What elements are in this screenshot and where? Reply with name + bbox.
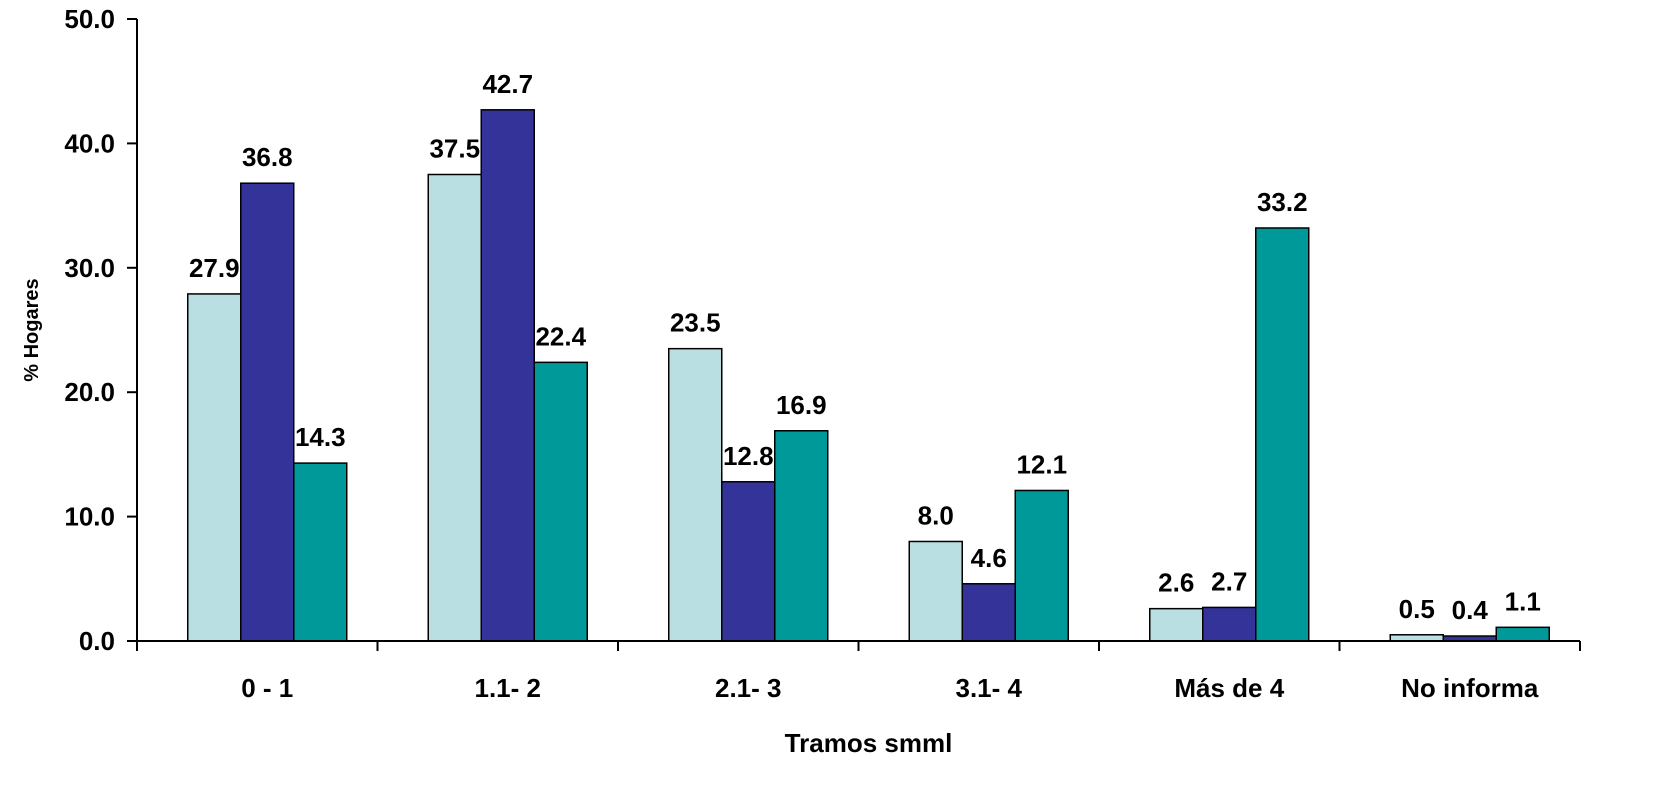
bar [721,481,776,642]
bar [1255,227,1310,642]
bar [908,540,963,642]
x-tick-label: 1.1- 2 [475,673,542,703]
y-tick-label: 40.0 [64,128,115,158]
bar [668,347,723,642]
data-label: 16.9 [776,390,827,420]
y-tick-label: 50.0 [64,4,115,34]
data-label: 0.5 [1399,594,1435,624]
bar [961,583,1016,642]
data-labels-group: 27.9 36.8 14.3 37.5 42.7 22.4 23.5 12.816.9 8.0 4… [189,69,1541,625]
data-label: 12.1 [1016,449,1067,479]
y-tick-label: 0.0 [79,626,115,656]
bar [187,293,242,642]
x-tick-label: No informa [1401,673,1539,703]
bar [240,182,295,642]
data-label: 23.5 [670,308,721,338]
data-label: 4.6 [971,543,1007,573]
bar [1202,606,1257,642]
bar [293,462,348,642]
data-label: 2.7 [1211,566,1247,596]
data-label: 1.1 [1505,586,1541,616]
x-ticks-group: 0 - 1 1.1- 2 2.1- 3 3.1- 4 Más de 4 No inform… [136,641,1581,703]
data-label: 36.8 [242,142,293,172]
bar [1495,626,1550,642]
data-label: 2.6 [1158,568,1194,598]
bar [1149,607,1204,642]
bars-group [187,109,1550,642]
y-tick-label: 10.0 [64,502,115,532]
axes-group [136,19,1580,642]
data-label: 22.4 [535,321,586,351]
data-label: 37.5 [429,134,480,164]
x-axis-title: Tramos smml [785,728,953,758]
data-label: 27.9 [189,253,240,283]
data-label: 33.2 [1257,187,1308,217]
x-tick-label: 2.1- 3 [715,673,782,703]
x-tick-label: 0 - 1 [241,673,293,703]
x-tick-label: 3.1- 4 [956,673,1023,703]
data-label: 0.4 [1452,595,1489,625]
y-axis-title: % Hogares [21,278,43,381]
x-tick-label: Más de 4 [1174,673,1284,703]
data-label: 12.8 [723,441,774,471]
data-label: 42.7 [482,69,533,99]
bar [1014,489,1069,642]
data-label: 14.3 [295,422,346,452]
y-tick-label: 20.0 [64,377,115,407]
bar [533,361,588,642]
y-tick-label: 30.0 [64,253,115,283]
y-ticks-group: 0.0 10.0 20.0 30.0 40.0 50.0 [64,4,137,656]
bar [480,109,535,642]
data-label: 8.0 [918,500,954,530]
bar [427,173,482,642]
bar [774,430,829,642]
